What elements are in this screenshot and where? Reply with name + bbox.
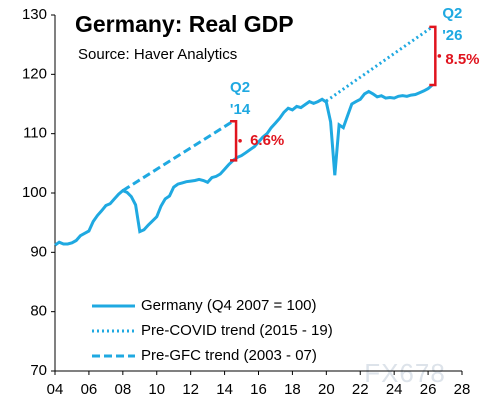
y-tick-label: 70	[30, 362, 47, 379]
x-tick-label: 04	[47, 381, 64, 398]
y-tick-label: 100	[22, 184, 47, 201]
annotation: Q2	[442, 5, 462, 22]
gap-bracket	[230, 119, 238, 162]
x-tick-label: 24	[386, 381, 403, 398]
annotation: 8.5%	[445, 51, 479, 68]
x-tick-label: 08	[114, 381, 131, 398]
series-line	[122, 119, 234, 192]
bracket-dot	[238, 138, 242, 143]
annotation: 6.6%	[250, 132, 284, 149]
bracket-dot	[437, 54, 442, 58]
x-tick-label: 14	[216, 381, 233, 398]
chart-subtitle: Source: Haver Analytics	[78, 46, 237, 63]
x-tick-label: 22	[352, 381, 369, 398]
y-tick-label: 120	[22, 65, 47, 82]
gap-bracket	[429, 25, 437, 87]
y-tick-label: 90	[30, 243, 47, 260]
y-tick-label: 110	[23, 125, 47, 142]
y-tick-label: 80	[30, 303, 47, 320]
annotation: '14	[230, 101, 251, 118]
legend-label: Pre-GFC trend (2003 - 07)	[141, 347, 317, 364]
watermark: FX678	[364, 358, 446, 388]
annotation: Q2	[230, 79, 250, 96]
x-tick-label: 20	[318, 381, 335, 398]
y-tick-label: 130	[22, 6, 47, 23]
x-tick-label: 10	[148, 381, 165, 398]
x-tick-label: 16	[250, 381, 267, 398]
legend-label: Germany (Q4 2007 = 100)	[141, 297, 317, 314]
x-tick-label: 26	[420, 381, 437, 398]
legend-label: Pre-COVID trend (2015 - 19)	[141, 322, 333, 339]
series-line	[54, 83, 434, 247]
x-tick-label: 12	[182, 381, 199, 398]
annotation: '26	[442, 27, 462, 44]
x-tick-label: 06	[81, 381, 98, 398]
chart-title: Germany: Real GDP	[75, 11, 294, 37]
x-tick-label: 28	[454, 381, 471, 398]
series-line	[325, 25, 434, 103]
x-tick-label: 18	[284, 381, 301, 398]
